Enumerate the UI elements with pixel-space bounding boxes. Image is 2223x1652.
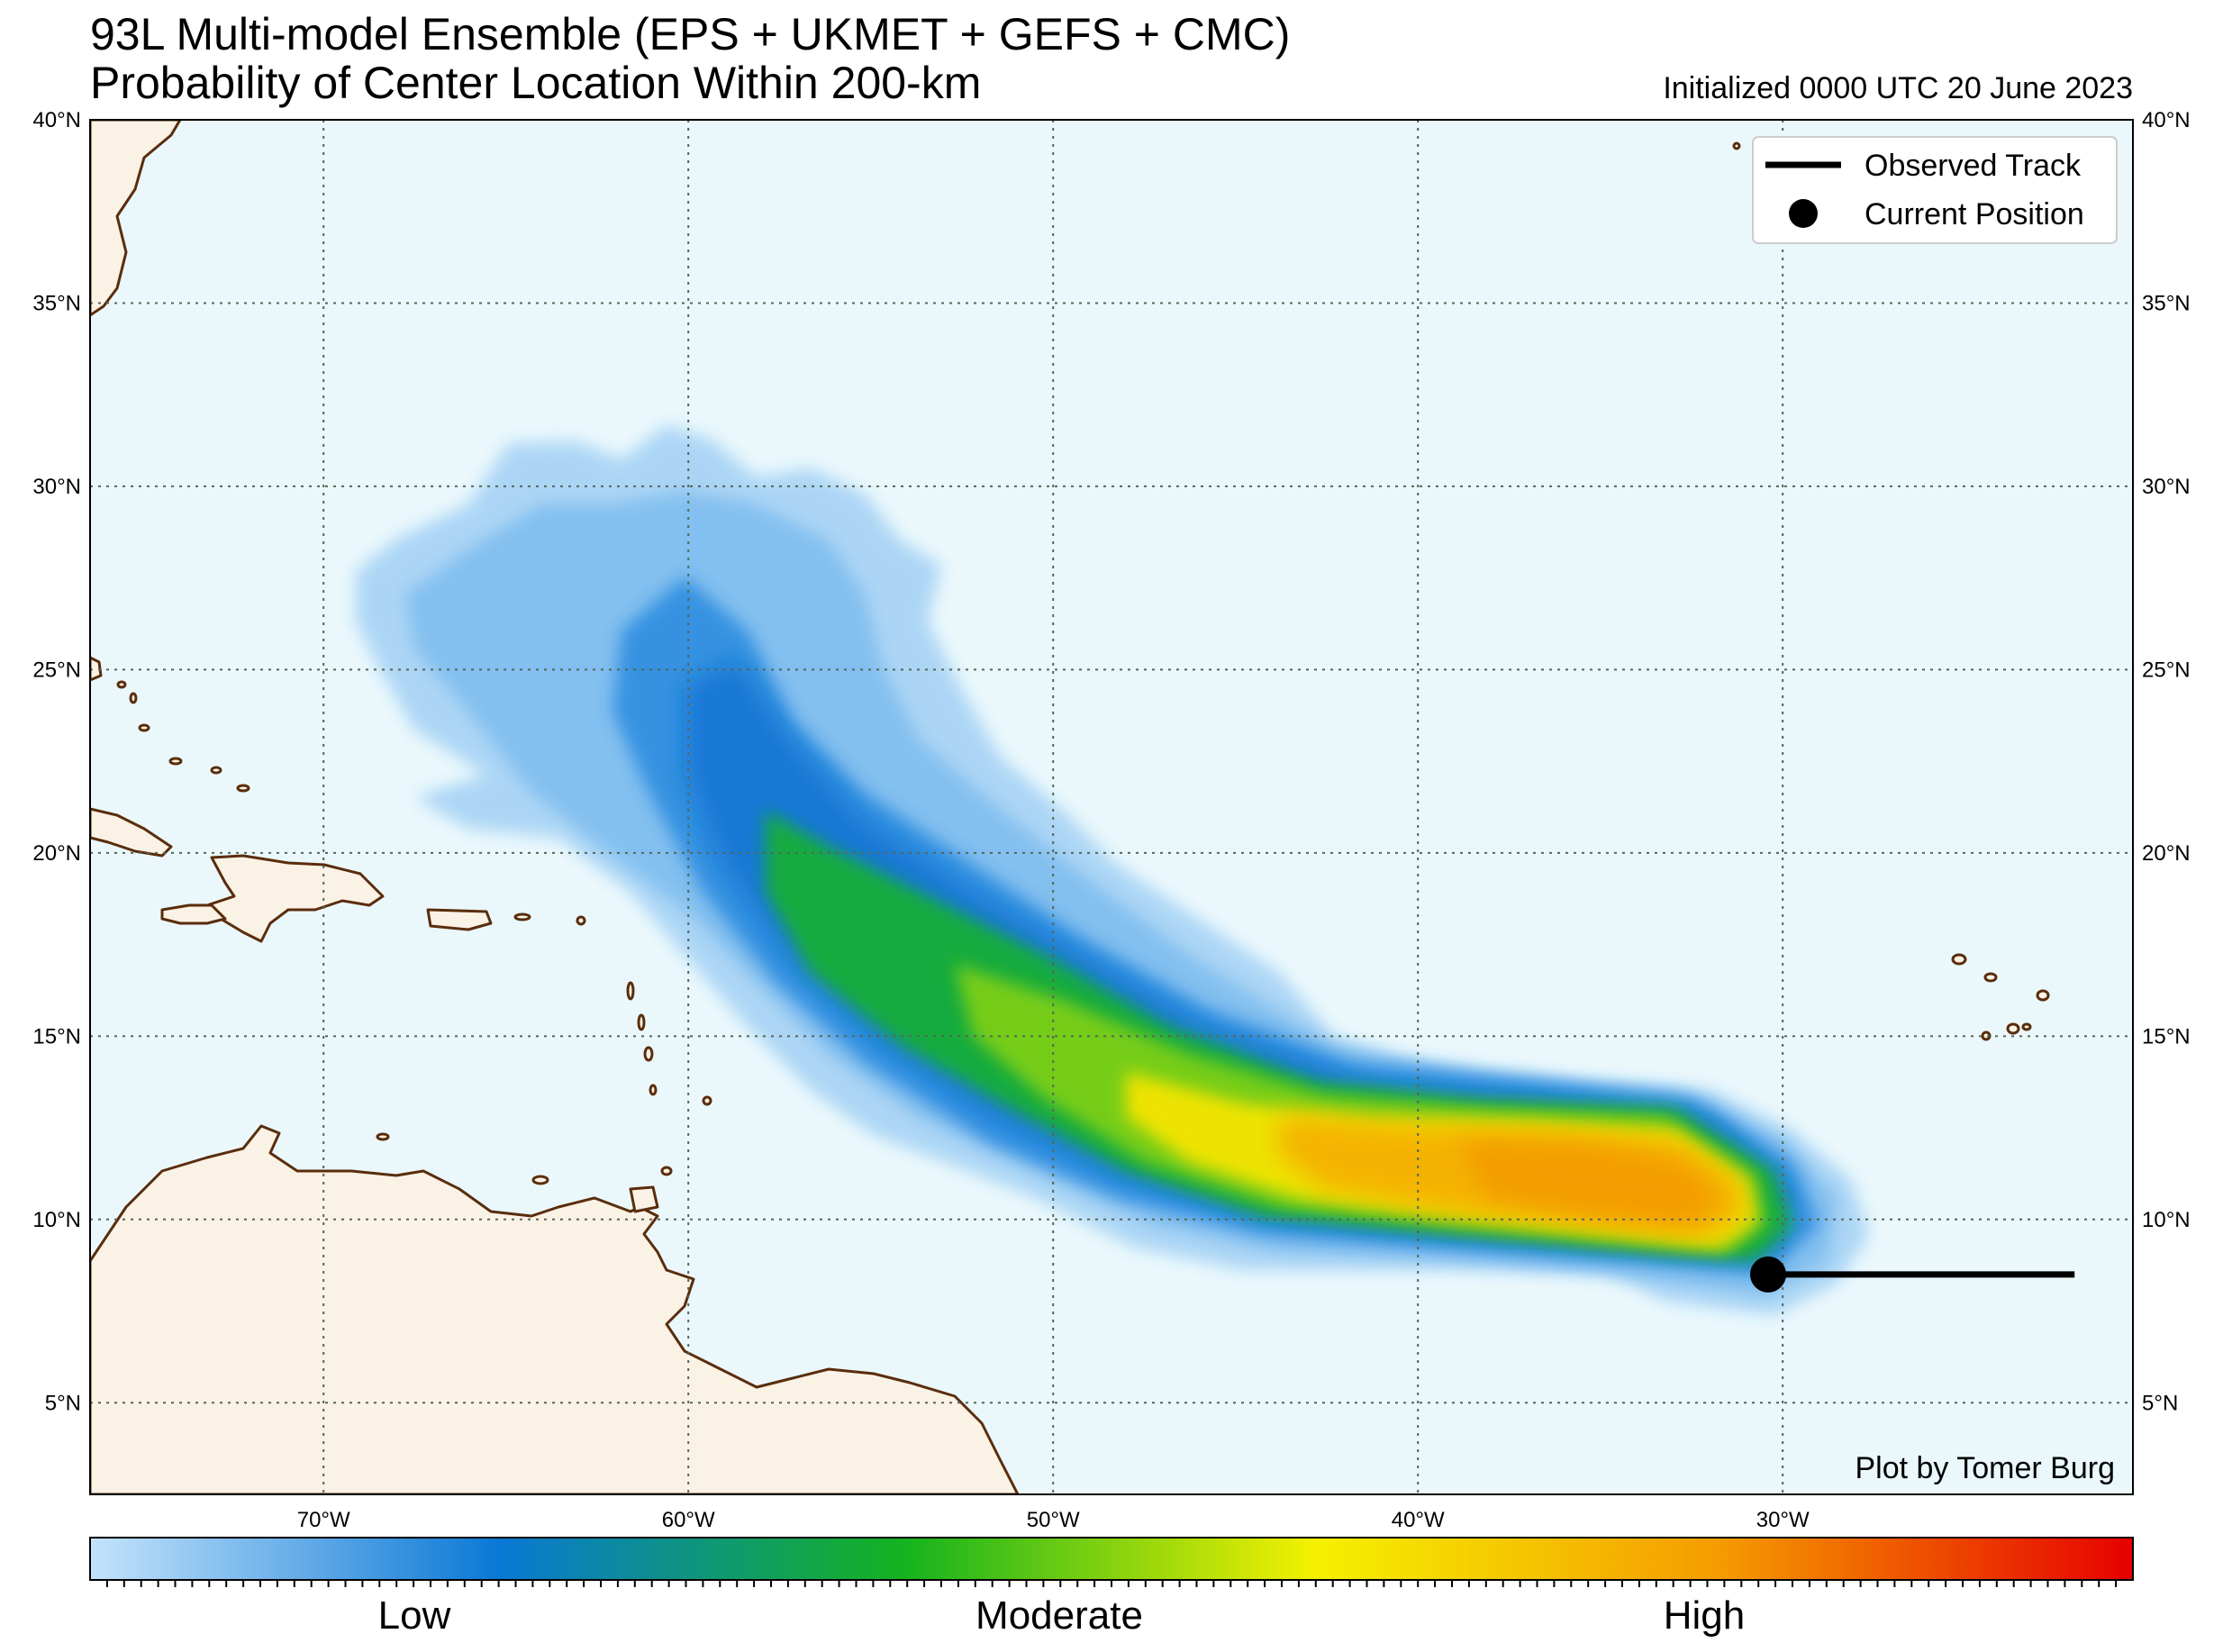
- lat-label-right: 35°N: [2142, 291, 2191, 315]
- lat-label-right: 5°N: [2142, 1391, 2178, 1415]
- small-islands: [116, 141, 2050, 1185]
- landmass-cuba: [90, 807, 173, 858]
- legend-box: [1752, 136, 2118, 244]
- lon-label: 50°W: [1027, 1508, 1080, 1532]
- current-position-marker: [1750, 1256, 1786, 1293]
- lat-label-right: 20°N: [2142, 841, 2191, 866]
- lat-label-left: 15°N: [32, 1024, 81, 1048]
- lon-label: 70°W: [297, 1508, 350, 1532]
- lat-label-right: 30°N: [2142, 475, 2191, 499]
- lat-label-right: 25°N: [2142, 658, 2191, 682]
- lat-label-left: 5°N: [45, 1391, 81, 1415]
- lat-label-left: 35°N: [32, 291, 81, 315]
- legend-position-swatch: [1789, 199, 1818, 228]
- lat-label-left: 25°N: [32, 658, 81, 682]
- island-trinidad: [629, 1185, 659, 1213]
- legend: Observed Track Current Position: [1752, 136, 2118, 244]
- landmass-florida-tip: [90, 656, 103, 682]
- lat-label-right: 40°N: [2142, 108, 2191, 132]
- lon-labels: 70°W 60°W 50°W 40°W 30°W: [297, 1508, 1810, 1532]
- colorbar: Low Moderate High: [89, 1537, 2134, 1638]
- gridlines: [90, 120, 2133, 1494]
- lat-labels-right: 5°N 10°N 15°N 20°N 25°N 30°N 35°N 40°N: [2142, 108, 2191, 1415]
- chart-subtitle: Probability of Center Location Within 20…: [90, 58, 982, 108]
- map-frame: [89, 119, 2134, 1495]
- plume-dark-orange: [1459, 1139, 1720, 1225]
- lat-label-left: 30°N: [32, 475, 81, 499]
- landmass-north-america: [90, 120, 182, 317]
- lon-label: 40°W: [1392, 1508, 1445, 1532]
- lat-label-left: 10°N: [32, 1208, 81, 1232]
- landmass-south-america: [90, 1124, 1020, 1494]
- probability-plume: [356, 425, 1869, 1315]
- lon-label: 60°W: [662, 1508, 715, 1532]
- legend-current-position: Current Position: [1865, 197, 2084, 231]
- landmass-puerto-rico: [426, 908, 493, 931]
- landmass-haiti-west: [160, 903, 227, 925]
- landmass-hispaniola: [205, 854, 385, 943]
- colorbar-label-high: High: [1664, 1593, 1746, 1638]
- land: [90, 120, 1020, 1494]
- lon-label: 30°W: [1756, 1508, 1810, 1532]
- colorbar-label-moderate: Moderate: [975, 1593, 1143, 1638]
- lat-labels-left: 5°N 10°N 15°N 20°N 25°N 30°N 35°N 40°N: [32, 108, 81, 1415]
- colorbar-gradient: [89, 1537, 2134, 1581]
- initialized-time: Initialized 0000 UTC 20 June 2023: [1663, 71, 2133, 105]
- lat-label-left: 20°N: [32, 841, 81, 866]
- lat-label-right: 10°N: [2142, 1208, 2191, 1232]
- chart-title: 93L Multi-model Ensemble (EPS + UKMET + …: [90, 9, 1291, 59]
- colorbar-label-low: Low: [378, 1593, 451, 1638]
- legend-observed-track: Observed Track: [1865, 149, 2082, 183]
- lat-label-right: 15°N: [2142, 1024, 2191, 1048]
- colorbar-ticks: [105, 1580, 2118, 1587]
- plot-credit: Plot by Tomer Burg: [1855, 1451, 2115, 1485]
- lat-label-left: 40°N: [32, 108, 81, 132]
